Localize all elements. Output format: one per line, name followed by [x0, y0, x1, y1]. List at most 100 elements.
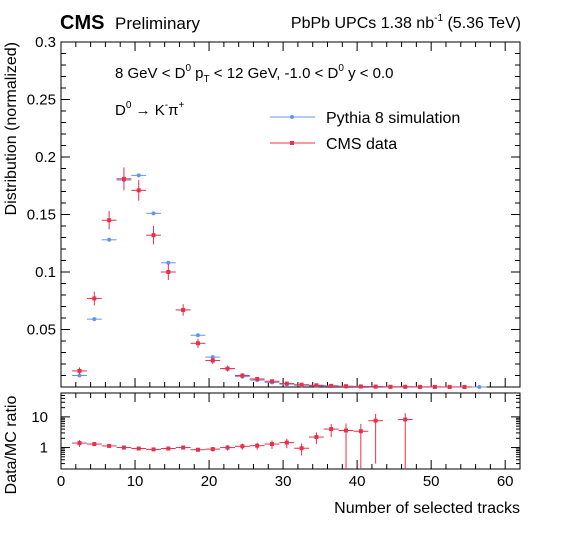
- series-data: [72, 167, 472, 389]
- data-point: [86, 291, 102, 306]
- data-point: [131, 180, 147, 201]
- decay-label: D0 → K-π+: [115, 100, 184, 119]
- main-y-tick-label: 0.05: [27, 322, 56, 339]
- pythia-point: [471, 384, 487, 389]
- cms-label: CMS: [60, 12, 104, 34]
- data-marker: [314, 383, 319, 388]
- ratio-x-axis: 0 10 20 30 40 50 60: [57, 393, 521, 490]
- data-marker: [418, 384, 423, 389]
- data-point: [323, 383, 339, 388]
- ratio-marker: [373, 418, 378, 423]
- data-marker: [269, 379, 274, 384]
- data-point: [190, 338, 206, 348]
- main-panel: 0.05 0.1 0.15 0.2 0.25 0.3 Distribution (norm…: [3, 34, 521, 389]
- ratio-marker: [166, 446, 171, 451]
- data-point: [338, 384, 354, 389]
- ratio-point: [160, 446, 176, 451]
- data-point: [160, 263, 176, 281]
- data-marker: [136, 188, 141, 193]
- x-tick-label: 0: [57, 473, 65, 490]
- legend-entry-pythia: Pythia 8 simulation: [270, 110, 460, 127]
- data-marker: [403, 384, 408, 389]
- ratio-marker: [269, 442, 274, 447]
- pythia-marker: [151, 211, 156, 216]
- ratio-point: [294, 443, 310, 456]
- data-point: [442, 384, 458, 389]
- ratio-point: [190, 447, 206, 452]
- data-marker: [255, 376, 260, 381]
- ratio-marker: [195, 447, 200, 452]
- data-point: [309, 383, 324, 388]
- ratio-point: [131, 446, 147, 451]
- ratio-point: [309, 432, 324, 445]
- ratio-point: [368, 413, 384, 464]
- data-point: [234, 373, 250, 378]
- ratio-marker: [314, 435, 319, 440]
- main-y-tick-label: 0.1: [35, 264, 56, 281]
- data-point: [72, 367, 87, 375]
- pythia-point: [131, 173, 147, 178]
- data-point: [101, 211, 117, 230]
- data-point: [383, 384, 398, 389]
- ratio-point: [116, 445, 132, 450]
- data-point: [294, 382, 310, 387]
- ratio-panel: 1 10 0 10 20 30 40 50 60 Data/MC ratio Number o…: [3, 392, 521, 517]
- ratio-marker: [181, 445, 186, 450]
- ratio-marker: [240, 444, 245, 449]
- ratio-point: [175, 445, 191, 450]
- data-point: [427, 384, 443, 389]
- pythia-marker: [136, 173, 141, 178]
- data-point: [353, 384, 369, 389]
- data-marker: [210, 358, 215, 363]
- data-marker: [240, 373, 245, 378]
- ratio-marker: [210, 447, 215, 452]
- ratio-point: [86, 442, 102, 447]
- ratio-point: [101, 443, 117, 448]
- pythia-point: [146, 211, 161, 216]
- data-point: [412, 384, 428, 389]
- ratio-marker: [77, 441, 82, 446]
- ratio-marker: [329, 427, 334, 432]
- pythia-point: [72, 373, 87, 378]
- preliminary-label: Preliminary: [115, 14, 201, 33]
- ratio-marker: [225, 445, 230, 450]
- pythia-marker: [107, 237, 112, 242]
- ratio-marker: [121, 445, 126, 450]
- main-y-tick-label: 0.15: [27, 207, 56, 224]
- main-y-tick-label: 0.25: [27, 92, 56, 109]
- x-axis-title: Number of selected tracks: [334, 500, 520, 517]
- data-marker: [151, 233, 156, 238]
- data-marker: [358, 384, 363, 389]
- data-point: [264, 379, 280, 384]
- data-marker: [284, 381, 289, 386]
- pythia-marker: [92, 317, 97, 322]
- ratio-point: [249, 442, 265, 450]
- main-y-tick-label: 0.3: [35, 34, 56, 51]
- ratio-point: [338, 423, 354, 469]
- x-tick-label: 50: [423, 473, 440, 490]
- pythia-marker: [166, 260, 171, 265]
- pythia-marker: [77, 373, 82, 378]
- ratio-y-tick-label: 10: [31, 409, 48, 426]
- ratio-point: [264, 440, 280, 449]
- legend-marker-data: [290, 141, 294, 145]
- data-marker: [121, 176, 126, 181]
- data-marker: [329, 383, 334, 388]
- data-marker: [299, 382, 304, 387]
- data-point: [146, 226, 161, 245]
- data-point: [175, 304, 191, 316]
- ratio-point: [220, 445, 235, 451]
- ratio-marker: [107, 443, 112, 448]
- data-marker: [107, 218, 112, 223]
- pythia-point: [190, 333, 206, 338]
- ratio-y-axis: 1 10: [31, 392, 520, 470]
- legend-label-data: CMS data: [326, 136, 397, 153]
- main-plot-frame: [60, 41, 521, 388]
- data-marker: [388, 384, 393, 389]
- x-tick-label: 40: [349, 473, 366, 490]
- pythia-point: [86, 317, 102, 322]
- main-y-axis: 0.05 0.1 0.15 0.2 0.25 0.3: [27, 34, 520, 376]
- x-tick-label: 10: [127, 473, 144, 490]
- data-marker: [225, 366, 230, 371]
